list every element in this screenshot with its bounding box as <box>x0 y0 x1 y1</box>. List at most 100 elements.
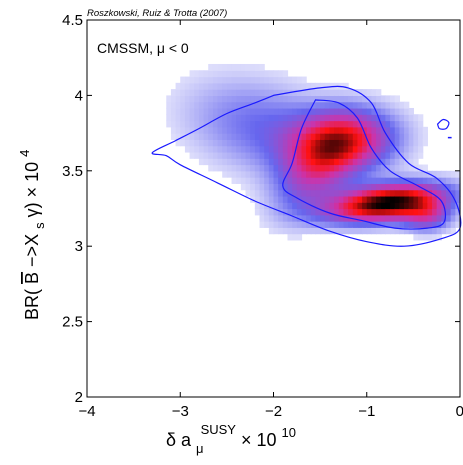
heatmap-cell <box>189 107 195 115</box>
heatmap-cell <box>259 164 265 172</box>
heatmap-cell <box>352 114 359 122</box>
heatmap-cell <box>194 89 200 96</box>
heatmap-cell <box>245 70 251 78</box>
heatmap-cell <box>208 82 214 90</box>
heatmap-cell <box>446 202 452 210</box>
heatmap-cell <box>432 170 438 178</box>
heatmap-cell <box>222 114 228 122</box>
heatmap-cell <box>198 70 205 78</box>
heatmap-cell <box>231 158 237 166</box>
heatmap-cell <box>264 214 270 222</box>
heatmap-cell <box>245 89 251 96</box>
heatmap-cell <box>254 139 261 147</box>
heatmap-cell <box>240 177 247 184</box>
heatmap-cell <box>217 133 223 140</box>
heatmap-cell <box>371 133 377 140</box>
heatmap-cell <box>296 126 303 134</box>
heatmap-cell <box>408 177 414 184</box>
heatmap-cell <box>390 107 396 115</box>
heatmap-cell <box>180 126 186 134</box>
heatmap-cell <box>362 101 368 109</box>
heatmap-cell <box>166 120 172 128</box>
heatmap-cell <box>203 114 209 122</box>
heatmap-cell <box>399 120 405 128</box>
heatmap-cell <box>198 120 205 128</box>
heatmap-cell <box>343 227 349 235</box>
heatmap-cell <box>301 214 307 222</box>
heatmap-cell <box>259 107 265 115</box>
heatmap-cell <box>334 95 340 103</box>
heatmap-cell <box>329 139 335 147</box>
heatmap-cell <box>413 158 419 166</box>
heatmap-cell <box>273 170 279 178</box>
heatmap-cell <box>404 221 410 228</box>
heatmap-cell <box>399 227 405 235</box>
heatmap-cell <box>170 101 177 109</box>
heatmap-cell <box>413 151 419 159</box>
heatmap-cell <box>301 114 307 122</box>
heatmap-cell <box>198 101 205 109</box>
y-tick-label: 3.5 <box>62 163 83 180</box>
heatmap-cell <box>278 145 284 153</box>
heatmap-cell <box>175 120 181 128</box>
heatmap-cell <box>273 82 279 90</box>
heatmap-cell <box>264 164 270 172</box>
heatmap-cell <box>226 63 233 71</box>
heatmap-cell <box>264 183 270 191</box>
heatmap-cell <box>310 95 317 103</box>
heatmap-cell <box>352 208 359 216</box>
heatmap-cell <box>450 227 456 235</box>
heatmap-cell <box>348 170 354 178</box>
heatmap-cell <box>422 133 428 140</box>
heatmap-cell <box>250 195 256 203</box>
heatmap-cell <box>352 214 359 222</box>
heatmap-cell <box>390 101 396 109</box>
heatmap-cell <box>282 214 289 222</box>
heatmap-cell <box>301 82 307 90</box>
heatmap-cell <box>338 133 345 140</box>
heatmap-cell <box>264 195 270 203</box>
heatmap-cell <box>203 139 209 147</box>
heatmap-cell <box>208 151 214 159</box>
heatmap-cell <box>203 107 209 115</box>
heatmap-cell <box>301 177 307 184</box>
heatmap-cell <box>259 114 265 122</box>
heatmap-cell <box>222 170 228 178</box>
heatmap-cell <box>432 208 438 216</box>
heatmap-cell <box>422 189 428 197</box>
heatmap-cell <box>455 221 461 228</box>
heatmap-cell <box>245 170 251 178</box>
heatmap-cell <box>315 89 321 96</box>
heatmap-cell <box>418 202 424 210</box>
heatmap-cell <box>366 114 373 122</box>
heatmap-cell <box>334 221 340 228</box>
heatmap-cell <box>324 89 331 96</box>
heatmap-cell <box>334 214 340 222</box>
heatmap-cell <box>282 120 289 128</box>
heatmap-cell <box>394 208 400 216</box>
heatmap-cell <box>320 177 326 184</box>
heatmap-cell <box>278 170 284 178</box>
heatmap-cell <box>362 120 368 128</box>
heatmap-cell <box>450 221 456 228</box>
heatmap-cell <box>166 101 172 109</box>
heatmap-cell <box>320 139 326 147</box>
heatmap-cell <box>226 70 233 78</box>
heatmap-cell <box>338 221 345 228</box>
heatmap-cell <box>338 158 345 166</box>
heatmap-cell <box>268 107 275 115</box>
heatmap-cell <box>292 133 298 140</box>
heatmap-cell <box>231 164 237 172</box>
heatmap-cell <box>362 95 368 103</box>
heatmap-cell <box>264 114 270 122</box>
annotation-text: CMSSM, μ < 0 <box>97 40 189 56</box>
heatmap-cell <box>212 145 219 153</box>
heatmap-cell <box>198 82 205 90</box>
heatmap-cell <box>259 208 265 216</box>
heatmap-cell <box>268 76 275 84</box>
heatmap-cell <box>329 164 335 172</box>
heatmap-cell <box>380 101 386 109</box>
heatmap-cell <box>446 221 452 228</box>
heatmap-cell <box>170 120 177 128</box>
